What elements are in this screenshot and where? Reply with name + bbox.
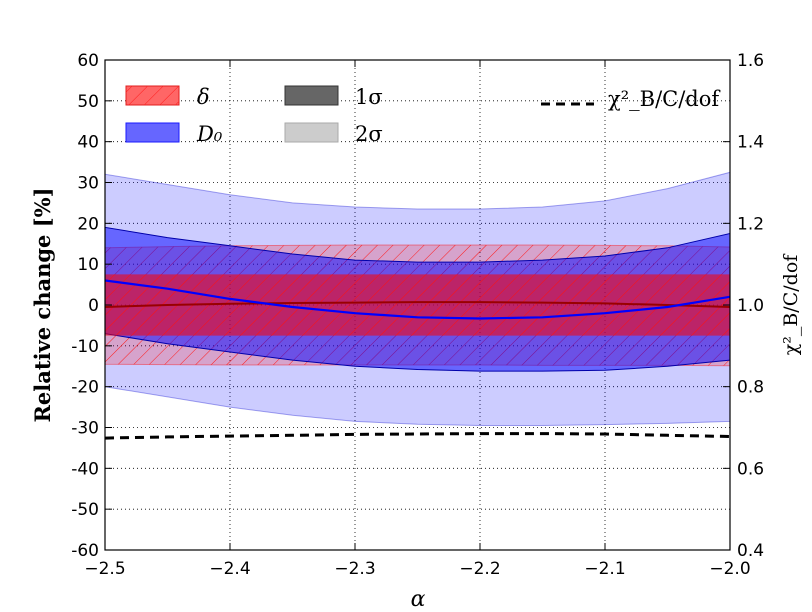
y2-tick-label: 0.8 — [737, 378, 764, 398]
band-delta-1sigma-hatch — [105, 274, 730, 336]
y-tick-label: -30 — [71, 419, 99, 439]
legend-swatch-1sigma — [284, 85, 339, 106]
y-tick-label: 60 — [77, 51, 99, 71]
y-axis-label: Relative change [%] — [30, 187, 55, 422]
y2-tick-label: 1.0 — [737, 296, 764, 316]
y-tick-label: -20 — [71, 378, 99, 398]
legend-label-1sigma: 1σ — [355, 85, 383, 109]
x-tick-label: −2.3 — [334, 559, 375, 579]
y2-tick-label: 0.6 — [737, 459, 764, 479]
y-tick-label: -60 — [71, 541, 99, 561]
y-tick-label: -40 — [71, 459, 99, 479]
bands — [105, 171, 730, 426]
y2-tick-label: 1.4 — [737, 133, 764, 153]
legend-swatch-delta-hatch — [126, 86, 179, 105]
legend: δ 1σ χ²_B/C/dof D₀ 2σ — [125, 85, 721, 146]
line-d0-central — [105, 279, 730, 320]
y2-axis-label: χ²_B/C/dof — [780, 253, 802, 356]
x-tick-label: −2.5 — [84, 559, 125, 579]
legend-label-d0: D₀ — [196, 122, 223, 146]
legend-label-chi2: χ²_B/C/dof — [608, 87, 721, 111]
legend-swatch-2sigma — [284, 122, 339, 143]
y-tick-label: 0 — [88, 296, 99, 316]
y-tick-label: 20 — [77, 214, 99, 234]
legend-label-2sigma: 2σ — [355, 122, 383, 146]
x-tick-label: −2.2 — [459, 559, 500, 579]
y-tick-label: -10 — [71, 337, 99, 357]
y2-tick-label: 1.2 — [737, 214, 764, 234]
y-tick-label: 30 — [77, 174, 99, 194]
y2-tick-label: 0.4 — [737, 541, 764, 561]
x-tick-label: −2.4 — [209, 559, 250, 579]
y-tick-label: 50 — [77, 92, 99, 112]
y-tick-label: -50 — [71, 500, 99, 520]
line-delta-central — [105, 301, 730, 308]
y2-tick-label: 1.6 — [737, 51, 764, 71]
legend-label-delta: δ — [197, 85, 210, 109]
legend-swatch-d0 — [125, 122, 180, 143]
y-tick-label: 10 — [77, 255, 99, 275]
lines — [105, 279, 730, 440]
x-tick-label: −2.1 — [584, 559, 625, 579]
x-tick-label: −2.0 — [709, 559, 750, 579]
x-axis-label: α — [411, 587, 426, 612]
y-tick-label: 40 — [77, 133, 99, 153]
ticks: −2.5 −2.4 −2.3 −2.2 −2.1 −2.0 60 50 40 30 20 10 0 -10… — [71, 51, 764, 579]
